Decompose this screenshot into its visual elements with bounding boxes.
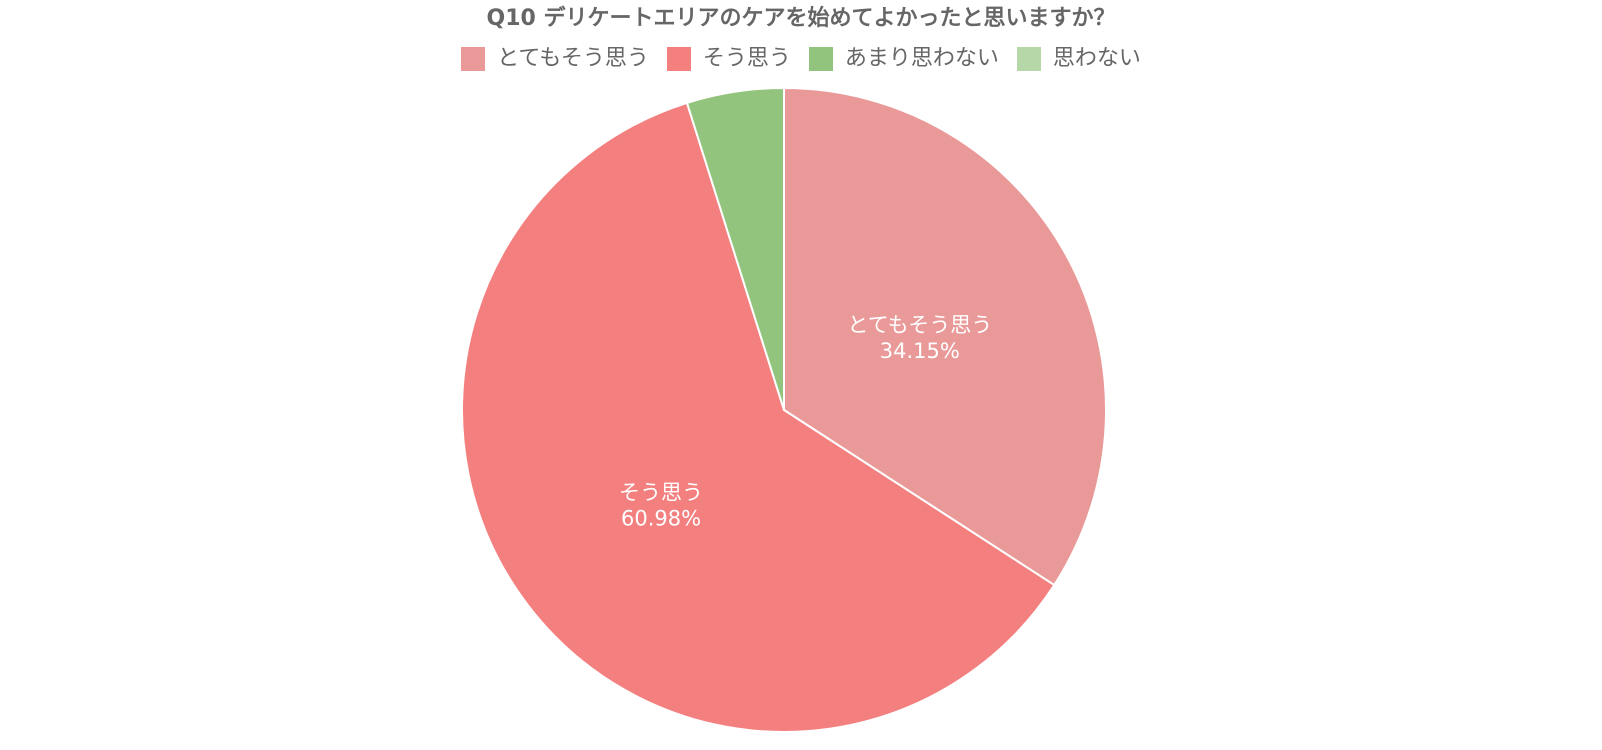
legend: とてもそう思う そう思う あまり思わない 思わない: [0, 44, 1602, 74]
legend-swatch-agree: [666, 47, 691, 71]
legend-item-very-agree[interactable]: とてもそう思う: [461, 44, 649, 74]
pie-slice-very-agree[interactable]: [783, 86, 1107, 587]
pie-slice-agree[interactable]: [461, 101, 1056, 733]
legend-swatch-somewhat-disagree: [808, 47, 833, 71]
pie-label-agree-name: そう思う: [619, 481, 703, 505]
pie-slice-somewhat-disagree[interactable]: [685, 86, 785, 411]
legend-label-somewhat-disagree: あまり思わない: [844, 46, 999, 71]
pie-label-very-agree-name: とてもそう思う: [847, 313, 992, 337]
legend-item-somewhat-disagree[interactable]: あまり思わない: [808, 44, 999, 74]
chart-title: Q10 デリケートエリアのケアを始めてよかったと思いますか？: [486, 6, 1116, 31]
legend-label-agree: そう思う: [702, 46, 791, 71]
legend-item-disagree[interactable]: 思わない: [1016, 44, 1141, 74]
pie-label-agree-value: 60.98%: [621, 507, 701, 531]
legend-label-disagree: 思わない: [1052, 46, 1141, 71]
legend-swatch-disagree: [1016, 47, 1041, 71]
legend-item-agree[interactable]: そう思う: [666, 44, 791, 74]
pie-slices: [461, 86, 1107, 733]
pie-label-very-agree-value: 34.15%: [880, 339, 960, 363]
legend-swatch-very-agree: [461, 47, 486, 71]
legend-label-very-agree: とてもそう思う: [497, 46, 649, 71]
